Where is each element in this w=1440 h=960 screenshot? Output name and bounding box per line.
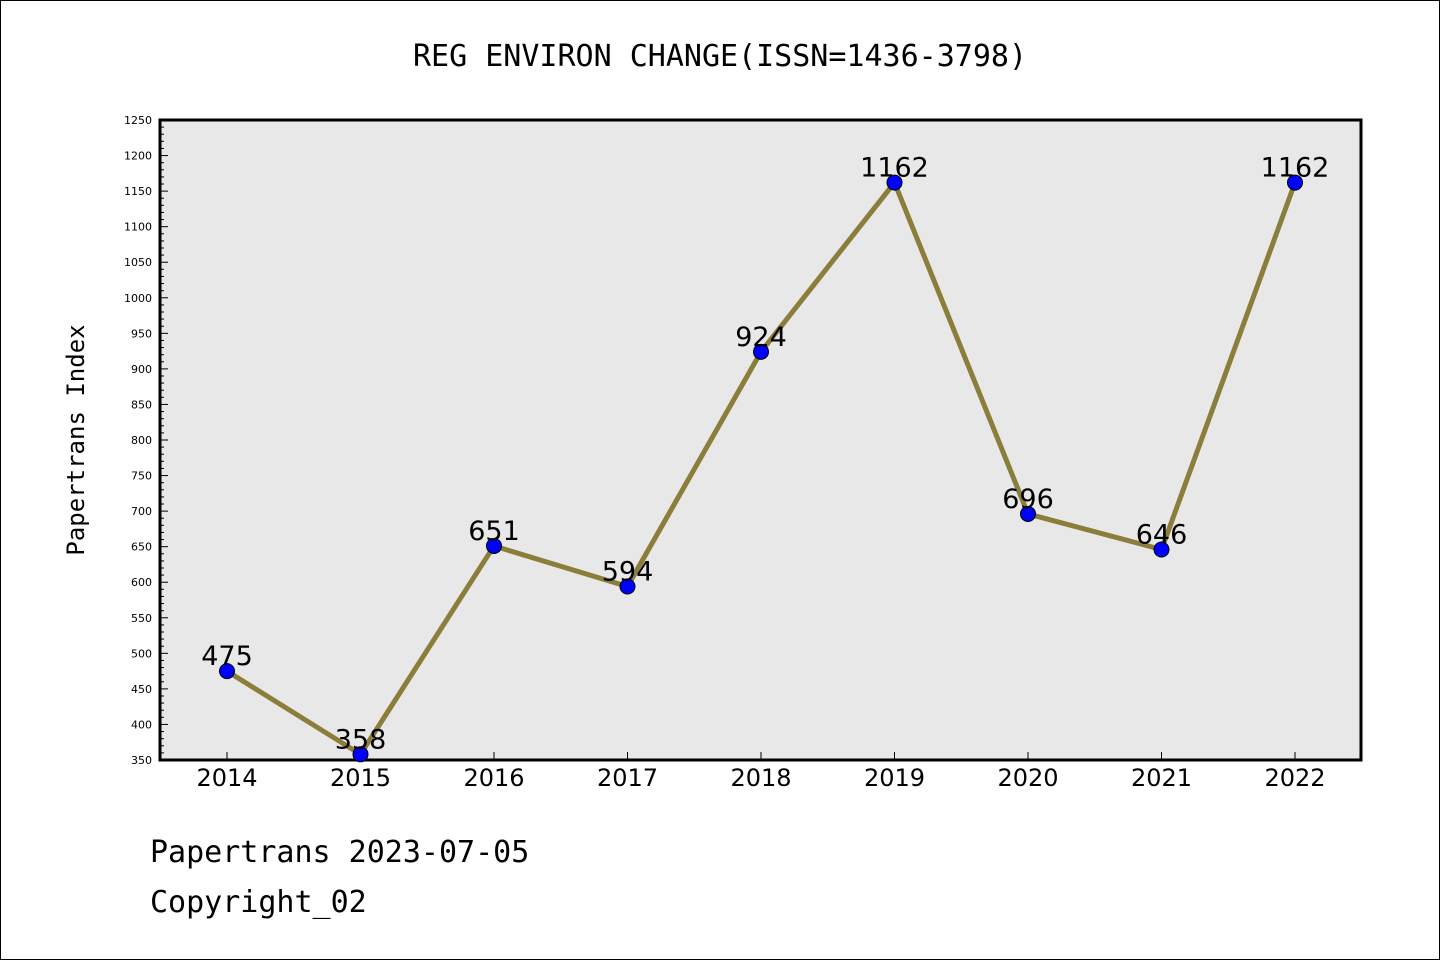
y-tick-label: 550 xyxy=(131,612,152,625)
y-tick-label: 1050 xyxy=(124,256,152,269)
data-label: 651 xyxy=(468,516,520,547)
data-point xyxy=(1020,505,1036,522)
data-point xyxy=(486,537,502,554)
y-tick-label: 650 xyxy=(131,541,152,554)
y-axis-ticks: 350 400 450 500 550 600 650 700 750 800 850 900 950 1… xyxy=(124,114,168,767)
y-tick-label: 1100 xyxy=(124,221,152,234)
footer-date-line: Papertrans 2023-07-05 xyxy=(150,835,530,870)
series-group xyxy=(219,174,1303,763)
data-label: 475 xyxy=(201,641,253,672)
data-label: 594 xyxy=(602,556,654,587)
y-tick-label: 950 xyxy=(131,327,152,340)
data-label: 1162 xyxy=(860,153,929,184)
y-axis-label: Papertrans Index xyxy=(62,324,90,555)
plot-area xyxy=(158,118,1363,762)
y-tick-label: 1000 xyxy=(124,292,152,305)
data-point xyxy=(619,578,636,595)
chart-title: REG ENVIRON CHANGE(ISSN=1436-3798) xyxy=(413,39,1027,74)
y-tick-label: 900 xyxy=(131,363,152,376)
y-tick-label: 600 xyxy=(131,576,152,589)
data-point xyxy=(1287,174,1303,191)
y-tick-label: 800 xyxy=(131,434,152,447)
y-tick-label: 700 xyxy=(131,505,152,518)
y-tick-label: 1250 xyxy=(124,114,152,127)
footer-copyright: Copyright_02 xyxy=(150,885,367,920)
data-label: 696 xyxy=(1002,484,1054,515)
x-tick-label: 2021 xyxy=(1131,764,1192,792)
x-tick-label: 2020 xyxy=(997,764,1058,792)
data-labels: 475 358 651 594 924 1162 696 646 1162 xyxy=(201,153,1329,756)
x-tick-label: 2019 xyxy=(864,764,925,792)
y-tick-label: 850 xyxy=(131,398,152,411)
data-point xyxy=(352,746,369,763)
data-point xyxy=(1153,541,1170,558)
x-tick-label: 2014 xyxy=(196,764,257,792)
y-tick-label: 450 xyxy=(131,683,152,696)
x-tick-label: 2015 xyxy=(330,764,391,792)
y-tick-label: 750 xyxy=(131,470,152,483)
x-axis-ticks: 2014 2015 2016 2017 2018 2019 2020 2021 2022 xyxy=(196,752,1326,792)
y-tick-label: 400 xyxy=(131,718,152,731)
y-tick-label: 500 xyxy=(131,647,152,660)
y-tick-label: 1150 xyxy=(124,185,152,198)
x-tick-label: 2018 xyxy=(730,764,791,792)
data-point xyxy=(753,343,769,360)
data-label: 358 xyxy=(335,724,387,755)
data-label: 1162 xyxy=(1261,153,1330,184)
x-tick-label: 2017 xyxy=(597,764,658,792)
x-tick-label: 2022 xyxy=(1264,764,1325,792)
data-point xyxy=(219,663,235,680)
y-tick-label: 1200 xyxy=(124,150,152,163)
data-label: 646 xyxy=(1136,520,1188,551)
data-label: 924 xyxy=(735,322,787,353)
y-tick-label: 350 xyxy=(131,754,152,767)
x-tick-label: 2016 xyxy=(463,764,524,792)
data-point xyxy=(886,174,903,191)
